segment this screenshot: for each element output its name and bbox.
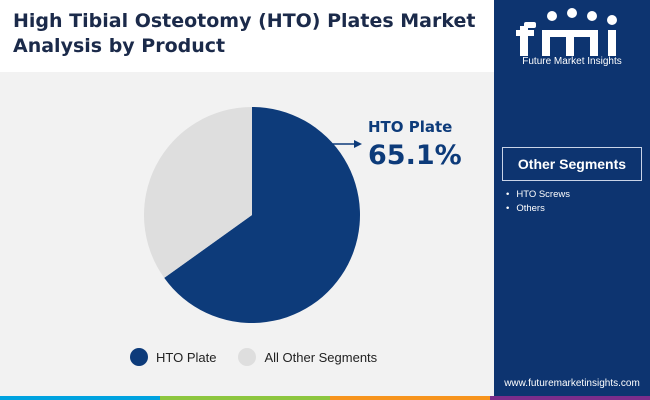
segment-item-hto-screws: HTO Screws — [506, 188, 570, 202]
callout-value: 65.1% — [368, 140, 462, 171]
legend-swatch-hto-plate — [130, 348, 148, 366]
fmi-logo-icon — [516, 8, 617, 56]
footer-segment-4 — [490, 396, 650, 400]
pie-slice-all-other-segments — [143, 107, 252, 278]
chart-title-line-2: Analysis by Product — [13, 35, 226, 57]
chart-area — [0, 72, 494, 396]
pie-slice-hto-plate — [164, 107, 360, 323]
callout-arrow — [330, 140, 362, 148]
segments-box — [502, 147, 642, 181]
legend-item-other-segments: All Other Segments — [238, 348, 377, 366]
footer-segment-3 — [330, 396, 490, 400]
website-url[interactable]: www.futuremarketinsights.com — [504, 378, 640, 389]
chart-title: High Tibial Osteotomy (HTO) Plates Marke… — [13, 9, 483, 59]
segments-title: Other Segments — [517, 156, 627, 172]
chart-legend: HTO Plate All Other Segments — [130, 348, 399, 366]
sidebar: Future Market Insights Other Segments HT… — [494, 0, 650, 396]
pie-chart — [143, 107, 362, 323]
segment-item-others: Others — [506, 202, 570, 216]
footer-color-bar — [0, 396, 650, 400]
footer-segment-2 — [160, 396, 330, 400]
footer-segment-1 — [0, 396, 160, 400]
chart-title-line-1: High Tibial Osteotomy (HTO) Plates Marke… — [13, 10, 476, 32]
legend-label-hto-plate: HTO Plate — [156, 349, 217, 365]
callout-label: HTO Plate — [368, 118, 453, 136]
legend-swatch-other-segments — [238, 348, 257, 366]
legend-label-other-segments: All Other Segments — [264, 349, 378, 365]
legend-item-hto-plate: HTO Plate — [130, 348, 216, 366]
main-panel: High Tibial Osteotomy (HTO) Plates Marke… — [0, 9, 494, 396]
segments-list: HTO Screws Others — [506, 188, 570, 216]
logo-text: Future Market Insights — [522, 56, 622, 67]
